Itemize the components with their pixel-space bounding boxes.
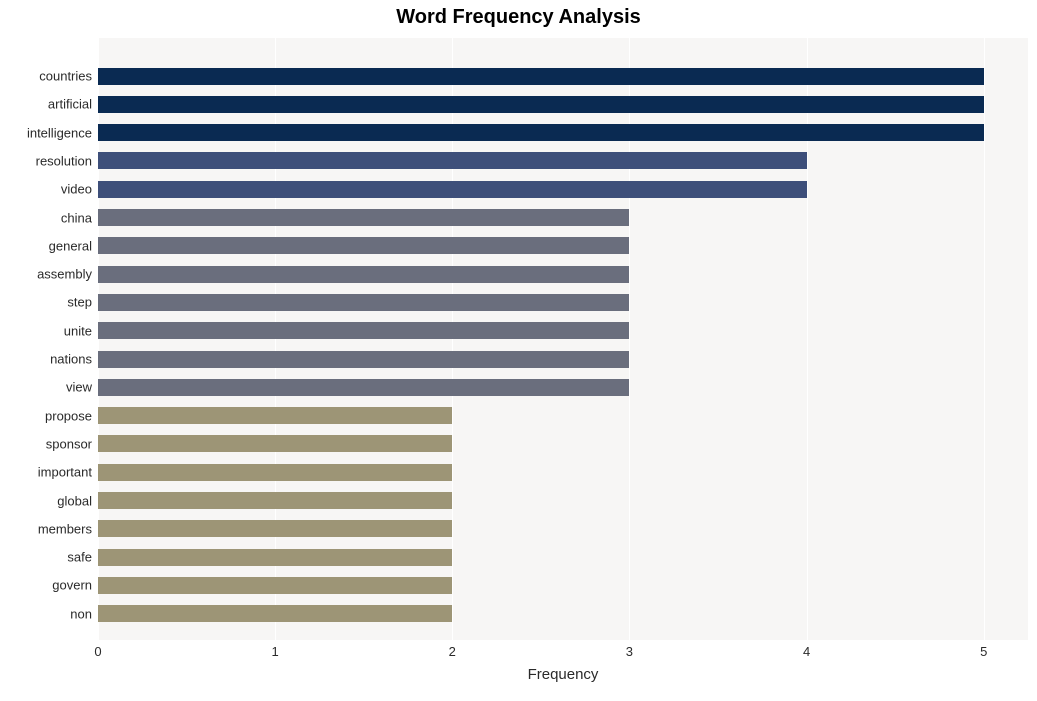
bar [98, 209, 629, 226]
y-tick-label: video [0, 182, 92, 197]
bar [98, 294, 629, 311]
y-tick-label: assembly [0, 267, 92, 282]
y-axis-labels: countries artificial intelligence resolutio… [0, 38, 98, 640]
y-tick-label: china [0, 210, 92, 225]
bar [98, 492, 452, 509]
y-tick-label: resolution [0, 153, 92, 168]
chart-title: Word Frequency Analysis [0, 0, 1037, 29]
y-tick-label: important [0, 465, 92, 480]
y-tick-label: global [0, 493, 92, 508]
x-axis-tick-labels: 012345 [98, 640, 1028, 664]
y-tick-label: unite [0, 323, 92, 338]
chart-container: Word Frequency Analysis countries artific… [0, 0, 1037, 701]
plot-area: countriesartificialintelligenceresolutio… [98, 38, 1028, 640]
bar [98, 124, 984, 141]
bar [98, 577, 452, 594]
y-tick-label: propose [0, 408, 92, 423]
gridline [984, 38, 985, 640]
y-tick-label: artificial [0, 97, 92, 112]
y-tick-label: members [0, 521, 92, 536]
x-tick-label: 1 [272, 644, 279, 659]
bar [98, 605, 452, 622]
y-tick-label: view [0, 380, 92, 395]
bar [98, 351, 629, 368]
bar [98, 152, 807, 169]
bar [98, 379, 629, 396]
y-tick-label: intelligence [0, 125, 92, 140]
bar [98, 181, 807, 198]
bar [98, 96, 984, 113]
y-tick-label: countries [0, 69, 92, 84]
bar [98, 464, 452, 481]
y-tick-label: step [0, 295, 92, 310]
y-tick-label: safe [0, 550, 92, 565]
bar [98, 520, 452, 537]
bar [98, 435, 452, 452]
bar [98, 407, 452, 424]
y-tick-label: general [0, 238, 92, 253]
bar [98, 266, 629, 283]
bar [98, 237, 629, 254]
y-tick-label: nations [0, 352, 92, 367]
x-tick-label: 0 [94, 644, 101, 659]
y-tick-label: govern [0, 578, 92, 593]
bar [98, 68, 984, 85]
x-tick-label: 4 [803, 644, 810, 659]
bar [98, 322, 629, 339]
x-tick-label: 3 [626, 644, 633, 659]
bar [98, 549, 452, 566]
y-tick-label: sponsor [0, 436, 92, 451]
x-axis-title: Frequency [528, 666, 599, 683]
x-tick-label: 5 [980, 644, 987, 659]
y-tick-label: non [0, 606, 92, 621]
x-tick-label: 2 [449, 644, 456, 659]
